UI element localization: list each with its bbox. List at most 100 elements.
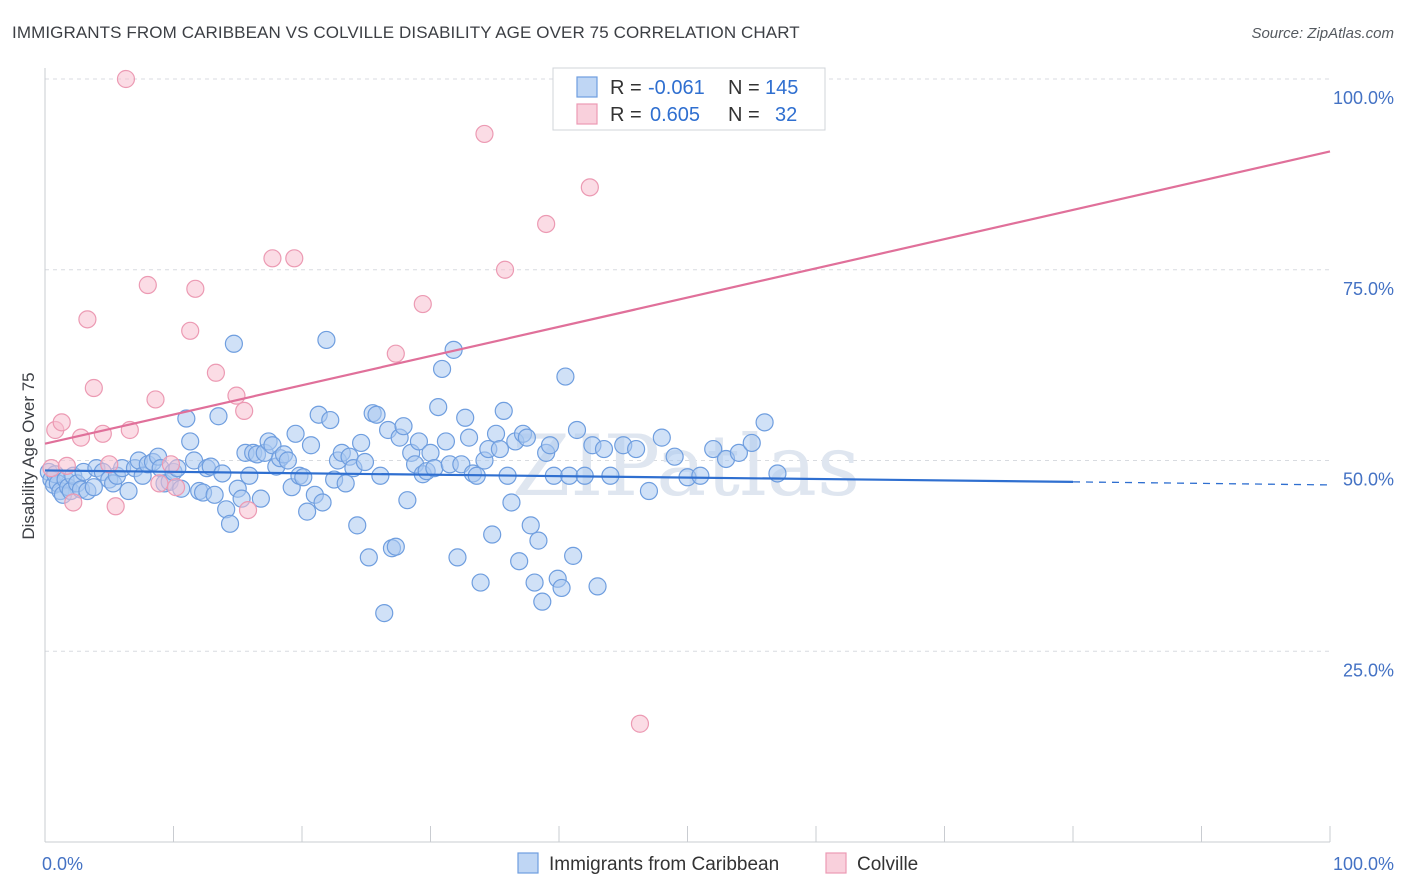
data-point-caribbean [459, 428, 479, 447]
data-point-caribbean [398, 491, 417, 510]
data-point-caribbean [294, 468, 313, 487]
trend-lines [44, 150, 1331, 486]
trend-line-caribbean [44, 469, 1074, 483]
legend-swatch-blue [576, 76, 598, 98]
data-point-colville [42, 459, 61, 478]
data-point-caribbean [209, 407, 228, 426]
data-point-caribbean [556, 367, 575, 386]
data-point-caribbean [533, 592, 552, 611]
data-point-colville [630, 714, 650, 733]
data-point-caribbean [220, 514, 240, 533]
data-point-colville [146, 390, 165, 409]
legend-label-colville: Colville [857, 854, 918, 875]
data-point-caribbean [729, 443, 749, 462]
legend-swatch-pink [576, 103, 598, 125]
data-point-caribbean [119, 481, 138, 501]
data-point-caribbean [429, 397, 448, 417]
trend-extension-caribbean [1072, 481, 1331, 486]
data-point-caribbean [456, 408, 475, 427]
data-point-caribbean [386, 537, 405, 556]
data-point-caribbean [321, 410, 340, 430]
data-point-caribbean [552, 578, 571, 598]
data-point-caribbean [394, 417, 413, 436]
data-point-caribbean [483, 525, 502, 544]
data-point-colville [166, 478, 186, 497]
trend-line-colville [44, 150, 1331, 445]
legend-n-value: 32 [775, 104, 797, 126]
y-tick-label: 50.0% [1343, 470, 1394, 490]
data-point-caribbean [567, 420, 587, 440]
data-point-caribbean [421, 443, 440, 462]
data-point-caribbean [448, 548, 467, 567]
gridlines [45, 78, 1330, 652]
data-point-caribbean [529, 531, 548, 550]
data-point-caribbean [626, 439, 646, 459]
data-point-caribbean [436, 432, 456, 451]
data-point-caribbean [755, 413, 774, 432]
data-point-caribbean [224, 334, 243, 353]
data-point-caribbean [742, 433, 761, 453]
watermark-text: ZIPatlas [512, 417, 860, 515]
data-point-caribbean [251, 489, 270, 508]
y-tick-labels: 25.0% 50.0% 75.0% 100.0% [1333, 88, 1394, 680]
data-point-caribbean [525, 573, 544, 592]
data-point-caribbean [348, 516, 367, 535]
data-point-caribbean [181, 432, 200, 451]
data-point-colville [235, 401, 254, 421]
data-point-caribbean [177, 409, 196, 428]
legend-r-label: R = [610, 104, 642, 126]
data-point-caribbean [301, 436, 321, 455]
data-point-caribbean [704, 439, 723, 459]
chart-title: IMMIGRANTS FROM CARIBBEAN VS COLVILLE DI… [12, 23, 800, 42]
legend-n-value: 145 [765, 77, 798, 99]
legend-r-value: -0.061 [648, 77, 705, 99]
y-tick-label: 100.0% [1333, 88, 1394, 108]
data-point-caribbean [278, 451, 297, 470]
data-point-colville [206, 363, 226, 382]
data-point-caribbean [367, 405, 386, 424]
data-point-caribbean [371, 466, 390, 485]
data-point-caribbean [540, 436, 560, 455]
legend-swatch-colville [825, 852, 847, 874]
data-point-caribbean [359, 548, 378, 567]
legend-n-label: N = [728, 77, 760, 99]
series-caribbean [39, 330, 787, 623]
data-point-caribbean [517, 428, 536, 447]
data-point-caribbean [409, 432, 429, 451]
data-point-colville [116, 69, 136, 89]
data-point-caribbean [494, 401, 513, 421]
data-point-caribbean [691, 466, 710, 485]
data-point-colville [78, 310, 97, 329]
data-point-colville [238, 500, 258, 520]
series-colville [42, 69, 650, 733]
data-point-colville [580, 178, 599, 197]
data-point-caribbean [205, 485, 224, 504]
data-point-colville [186, 279, 205, 298]
data-point-colville [263, 249, 282, 268]
x-tick-labels: 0.0% 100.0% [42, 854, 1394, 874]
data-point-caribbean [240, 466, 259, 485]
stats-legend: R = -0.061 N = 145 R = 0.605 N = 32 [552, 67, 826, 131]
data-point-caribbean [355, 452, 375, 472]
data-point-caribbean [336, 474, 355, 493]
data-point-caribbean [352, 433, 371, 453]
y-tick-label: 25.0% [1343, 660, 1394, 680]
legend-swatch-caribbean [517, 852, 539, 874]
data-point-colville [386, 344, 405, 363]
data-point-caribbean [521, 516, 540, 535]
data-point-colville [161, 455, 181, 474]
legend-n-label: N = [728, 104, 760, 126]
legend-r-label: R = [610, 77, 642, 99]
legend-r-value: 0.605 [650, 104, 700, 126]
data-point-caribbean [317, 330, 336, 350]
data-point-colville [150, 474, 169, 493]
data-point-caribbean [84, 478, 103, 497]
data-point-caribbean [564, 546, 583, 565]
data-point-caribbean [490, 439, 509, 459]
data-point-caribbean [588, 577, 607, 596]
data-point-colville [413, 294, 432, 314]
data-point-caribbean [313, 493, 332, 512]
source-credit: Source: ZipAtlas.com [1251, 25, 1394, 42]
y-tick-label: 75.0% [1343, 279, 1394, 299]
